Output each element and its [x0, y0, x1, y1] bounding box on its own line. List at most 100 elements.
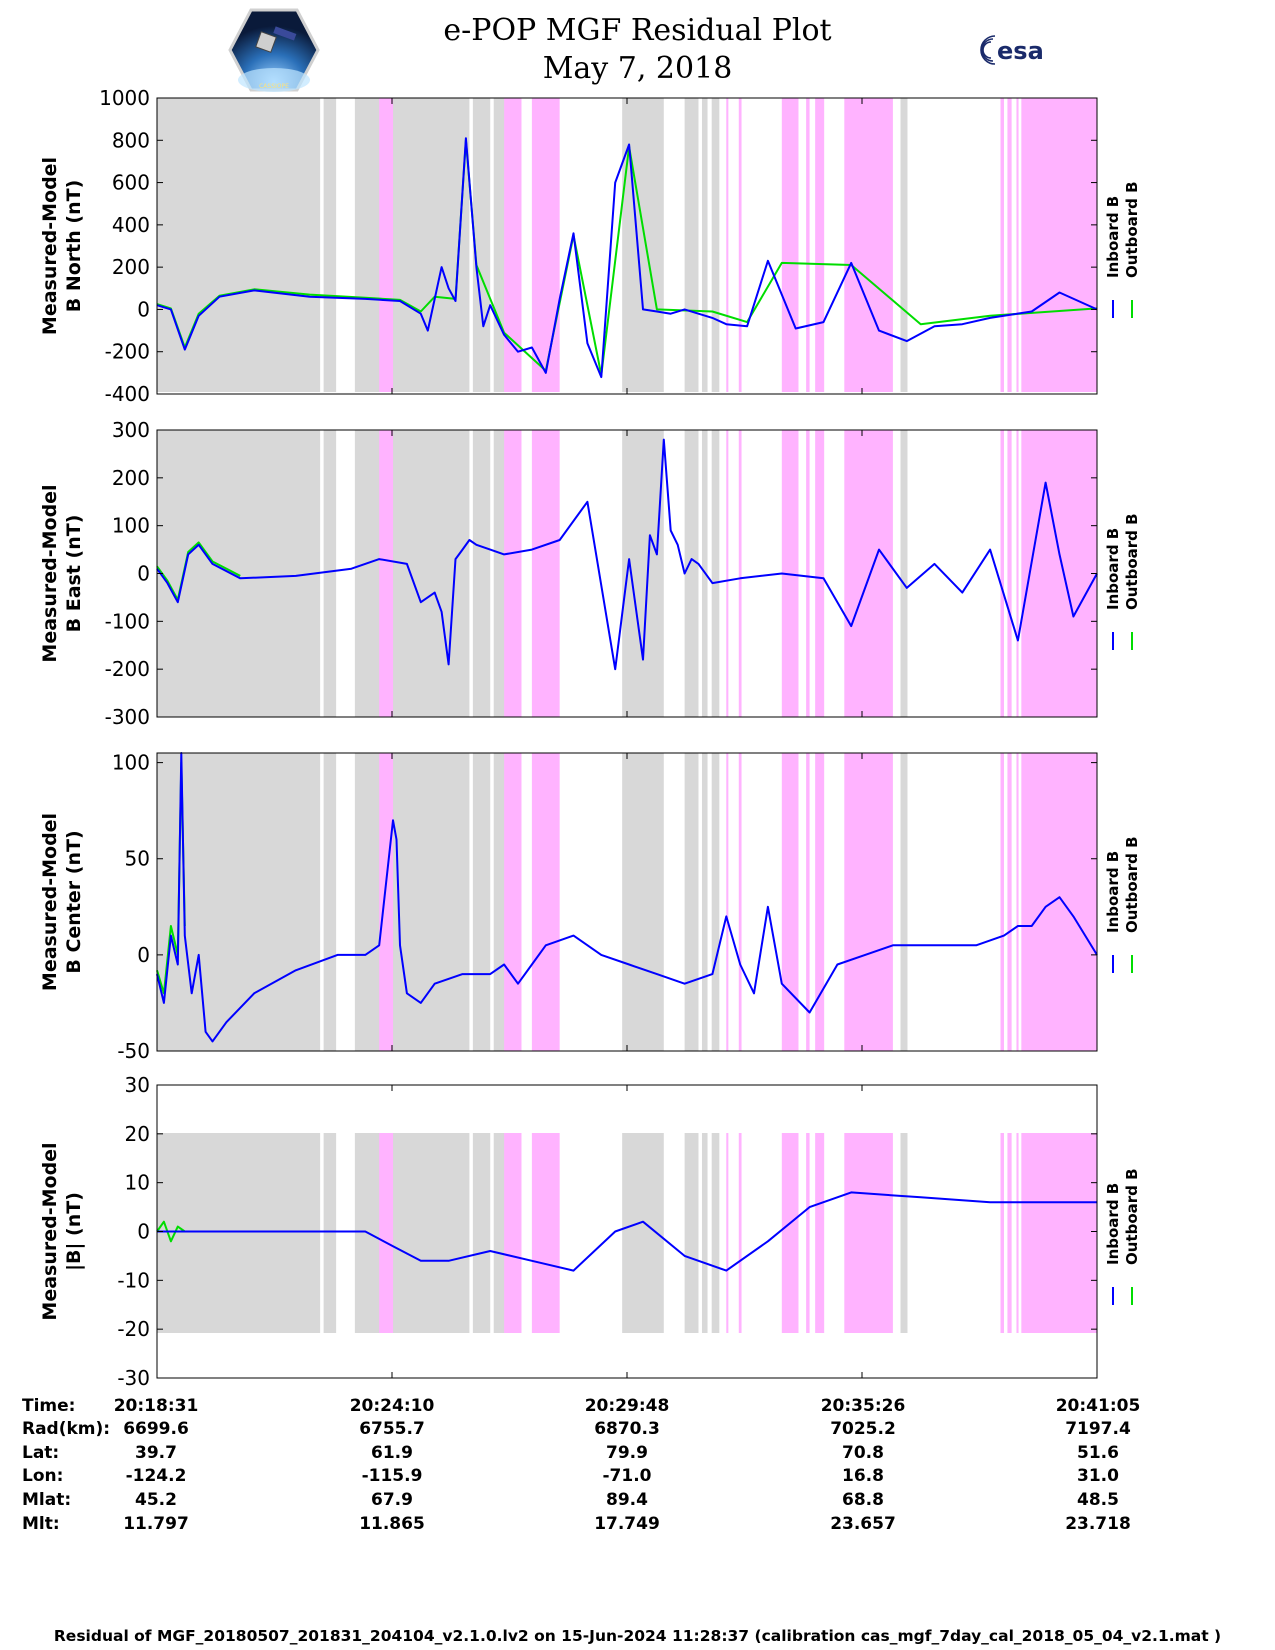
rad-value: 7197.4	[1065, 1419, 1131, 1439]
rad-value: 6755.7	[359, 1419, 425, 1439]
series-outboard-b	[156, 541, 241, 601]
y-tick-label: 10	[125, 1171, 150, 1195]
gray-band	[701, 1133, 708, 1333]
pink-band	[806, 753, 810, 1051]
svg-text:esa: esa	[997, 37, 1044, 65]
pink-band	[1021, 753, 1097, 1051]
y-axis-label-line: Measured-Model	[39, 1142, 61, 1320]
gray-band	[354, 98, 470, 392]
series-inboard-b	[156, 438, 1098, 671]
panel-1: 1000 800 600 400 200 0 -200 -400 Measured-Model B…	[39, 86, 1141, 406]
y-axis-label-line: B North (nT)	[63, 180, 85, 313]
lon-value: -115.9	[361, 1466, 423, 1486]
mlat-label: Mlat:	[22, 1490, 72, 1510]
gray-band	[472, 430, 491, 717]
pink-band	[738, 430, 742, 717]
y-axis-label-line: B Center (nT)	[63, 830, 85, 973]
pink-band	[815, 753, 825, 1051]
pink-band	[1000, 753, 1004, 1051]
pink-band	[1021, 1133, 1097, 1333]
gray-band	[622, 98, 664, 392]
pink-band	[738, 98, 742, 392]
mlat-value: 45.2	[135, 1490, 177, 1510]
pink-band	[531, 98, 560, 392]
pink-band	[531, 753, 560, 1051]
pink-band	[1007, 98, 1012, 392]
y-axis-label: Measured-Model B North (nT)	[39, 157, 85, 335]
pink-band	[1007, 1133, 1012, 1333]
gray-band	[684, 98, 699, 392]
lat-value: 70.8	[842, 1443, 884, 1463]
pink-band	[379, 430, 394, 717]
gray-band	[157, 430, 321, 717]
gray-band	[900, 1133, 908, 1333]
pink-band	[806, 1133, 810, 1333]
mlat-value: 68.8	[842, 1490, 884, 1510]
y-tick-label: -300	[105, 705, 150, 729]
gray-band	[622, 430, 664, 717]
gray-band	[711, 430, 720, 717]
plot-caption: Residual of MGF_20180507_201831_204104_v…	[53, 1627, 1222, 1645]
series-outboard-b	[156, 1220, 186, 1243]
pink-band	[379, 1133, 394, 1333]
y-tick-label: 50	[125, 847, 150, 871]
pink-band	[1016, 1133, 1019, 1333]
esa-logo: esa	[980, 35, 1044, 65]
y-tick-label: 0	[137, 297, 150, 321]
pink-band	[1016, 98, 1019, 392]
gray-band	[711, 1133, 720, 1333]
y-axis-label-line: Measured-Model	[39, 813, 61, 991]
svg-text:CASSIOPE: CASSIOPE	[259, 83, 289, 90]
pink-band	[844, 1133, 893, 1333]
y-axis-label: Measured-Model B Center (nT)	[39, 813, 85, 991]
y-tick-label: -100	[105, 609, 150, 633]
pink-band	[738, 1133, 742, 1333]
y-tick-label: 100	[112, 514, 150, 538]
pink-band	[1000, 1133, 1004, 1333]
gray-band	[354, 1133, 470, 1333]
gray-band	[323, 1133, 337, 1333]
y-tick-label: 1000	[99, 86, 150, 110]
pink-band	[726, 1133, 729, 1333]
mlat-value: 67.9	[371, 1490, 413, 1510]
gray-band	[354, 753, 470, 1051]
lat-label: Lat:	[22, 1443, 60, 1463]
legend-outboard-label: Outboard B	[1123, 181, 1141, 278]
lat-value: 51.6	[1077, 1443, 1119, 1463]
lon-label: Lon:	[22, 1466, 64, 1486]
pink-band	[504, 1133, 522, 1333]
legend-outboard-label: Outboard B	[1123, 513, 1141, 610]
y-axis-label-line: Measured-Model	[39, 157, 61, 335]
pink-band	[531, 1133, 560, 1333]
pink-band	[1016, 753, 1019, 1051]
y-tick-label: 0	[137, 943, 150, 967]
pink-band	[504, 98, 522, 392]
time-value: 20:24:10	[349, 1396, 435, 1416]
gray-band	[684, 1133, 699, 1333]
pink-band	[379, 753, 394, 1051]
y-axis-label-line: Measured-Model	[39, 484, 61, 662]
time-value: 20:41:05	[1055, 1396, 1141, 1416]
lon-value: -124.2	[125, 1466, 187, 1486]
gray-band	[711, 98, 720, 392]
gray-band	[472, 753, 491, 1051]
gray-band	[684, 430, 699, 717]
y-tick-label: 300	[112, 418, 150, 442]
pink-band	[781, 1133, 799, 1333]
legend-inboard-label: Inboard B	[1104, 851, 1122, 933]
lon-value: -71.0	[602, 1466, 652, 1486]
gray-band	[900, 430, 908, 717]
y-tick-label: 600	[112, 171, 150, 195]
rad-value: 6699.6	[123, 1419, 189, 1439]
mlt-value: 23.657	[830, 1514, 896, 1534]
gray-band	[701, 753, 708, 1051]
pink-band	[1000, 98, 1004, 392]
pink-band	[781, 98, 799, 392]
mlt-value: 11.797	[123, 1514, 189, 1534]
y-tick-label: -200	[105, 657, 150, 681]
series-inboard-b	[156, 137, 1098, 379]
pink-band	[844, 753, 893, 1051]
pink-band	[815, 430, 825, 717]
mlt-value: 17.749	[594, 1514, 660, 1534]
